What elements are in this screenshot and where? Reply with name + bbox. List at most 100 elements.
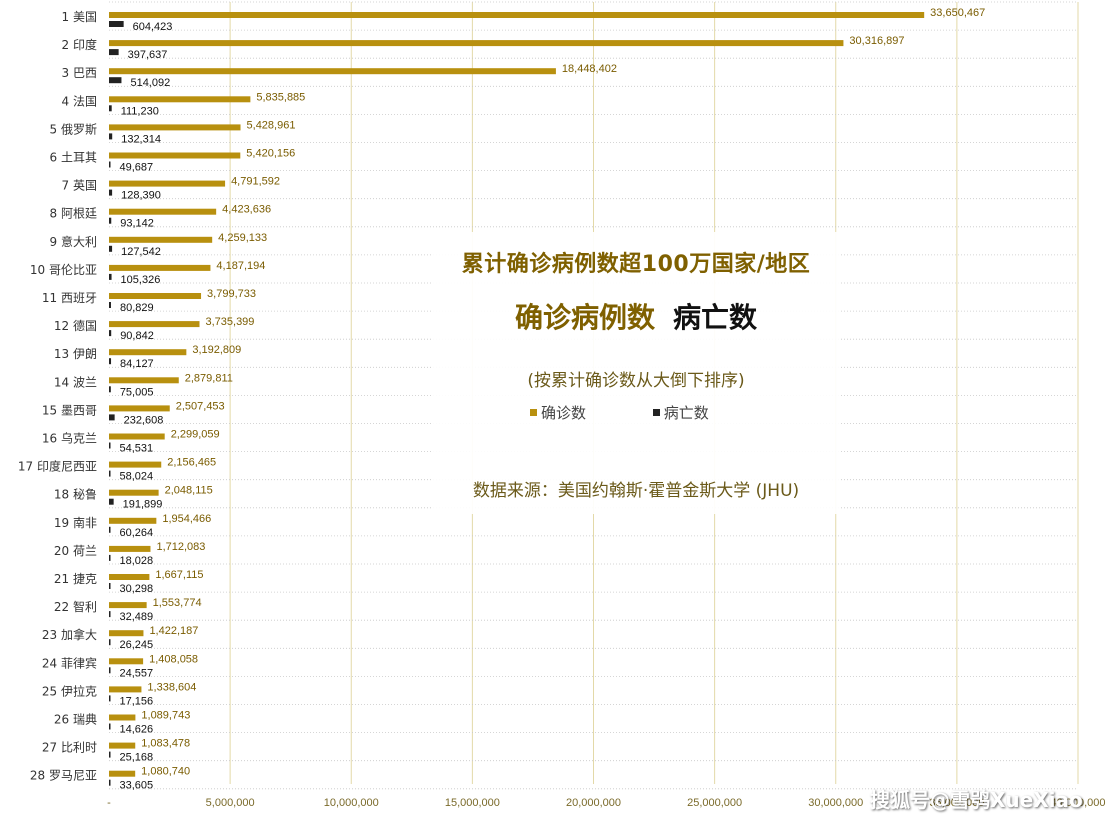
category-label: 9 意大利	[50, 234, 97, 249]
bar-confirmed	[109, 293, 202, 299]
data-label-confirmed: 18,448,402	[562, 63, 617, 75]
bar-confirmed	[109, 208, 217, 215]
legend-item-confirmed: 确诊数	[530, 404, 586, 422]
category-label: 15 墨西哥	[42, 403, 97, 417]
bar-deaths	[109, 667, 111, 674]
legend: 确诊数 病亡数	[530, 402, 771, 423]
bar-deaths	[109, 245, 113, 252]
bar-deaths	[109, 330, 112, 337]
category-label: 19 南非	[54, 515, 97, 530]
bar-confirmed	[109, 124, 241, 131]
data-label-confirmed: 1,712,083	[156, 541, 205, 553]
data-label-deaths: 84,127	[120, 358, 154, 370]
bar-deaths	[109, 414, 115, 421]
category-label: 12 德国	[54, 318, 97, 333]
data-label-deaths: 397,637	[128, 49, 168, 61]
data-label-deaths: 191,899	[123, 499, 163, 511]
category-label: 7 英国	[62, 179, 97, 193]
bar-confirmed	[109, 574, 150, 580]
bar-confirmed	[109, 742, 136, 749]
bar-deaths	[109, 611, 111, 618]
category-label: 17 印度尼西亚	[18, 459, 97, 474]
data-label-confirmed: 5,835,885	[256, 91, 305, 103]
data-label-confirmed: 33,650,467	[930, 7, 985, 19]
data-label-deaths: 75,005	[120, 386, 154, 398]
data-label-confirmed: 1,954,466	[162, 513, 211, 525]
data-label-confirmed: 1,080,740	[141, 766, 190, 778]
bar-deaths	[109, 554, 111, 561]
bar-deaths	[109, 105, 112, 112]
data-label-deaths: 127,542	[121, 246, 161, 258]
x-tick-label: 20,000,000	[566, 797, 621, 809]
category-label: 20 荷兰	[54, 544, 97, 558]
category-label: 16 乌克兰	[42, 431, 97, 446]
data-label-deaths: 25,168	[120, 752, 154, 764]
data-label-deaths: 604,423	[133, 21, 173, 33]
data-label-deaths: 132,314	[121, 133, 161, 145]
category-label: 22 智利	[54, 599, 97, 614]
legend-swatch-confirmed	[530, 409, 537, 416]
bar-deaths	[109, 723, 111, 730]
bar-deaths	[109, 302, 111, 308]
bar-deaths	[109, 133, 113, 140]
data-label-deaths: 26,245	[120, 639, 154, 651]
data-label-confirmed: 2,507,453	[176, 400, 225, 412]
data-label-deaths: 105,326	[121, 274, 161, 286]
subtitle-confirmed: 确诊病例数	[514, 301, 655, 334]
data-label-confirmed: 3,799,733	[207, 288, 256, 300]
category-label: 25 伊拉克	[42, 683, 97, 698]
x-tick-label: 5,000,000	[206, 797, 255, 809]
data-label-confirmed: 5,428,961	[247, 119, 296, 131]
category-label: 14 波兰	[54, 375, 97, 389]
bar-deaths	[109, 77, 122, 84]
bar-confirmed	[109, 264, 211, 271]
data-label-confirmed: 1,338,604	[147, 681, 196, 693]
bar-deaths	[109, 751, 111, 758]
bar-confirmed	[109, 461, 162, 468]
data-label-deaths: 18,028	[120, 555, 154, 567]
data-label-deaths: 14,626	[120, 724, 154, 736]
data-label-confirmed: 30,316,897	[849, 35, 904, 47]
bar-confirmed	[109, 349, 187, 356]
data-label-confirmed: 5,420,156	[246, 148, 295, 160]
data-label-confirmed: 2,048,115	[165, 485, 213, 497]
bar-confirmed	[109, 321, 200, 328]
bar-deaths	[109, 273, 112, 280]
category-label: 21 捷克	[54, 572, 97, 586]
data-label-confirmed: 1,667,115	[155, 569, 203, 581]
category-label: 3 巴西	[62, 66, 97, 80]
data-label-deaths: 128,390	[121, 190, 161, 202]
bar-deaths	[109, 358, 112, 365]
subtitle-deaths: 病亡数	[673, 301, 758, 334]
bar-confirmed	[109, 236, 213, 243]
data-label-confirmed: 4,423,636	[222, 204, 271, 216]
bar-deaths	[109, 386, 111, 393]
x-tick-label: 15,000,000	[445, 797, 500, 809]
data-label-confirmed: 4,187,194	[216, 260, 265, 272]
bar-confirmed	[109, 405, 170, 412]
data-label-confirmed: 3,192,809	[192, 344, 241, 356]
bar-deaths	[109, 217, 112, 224]
data-label-confirmed: 3,735,399	[205, 316, 254, 328]
category-label: 8 阿根廷	[50, 207, 97, 221]
x-tick-label: 35,000,000	[929, 797, 984, 809]
bar-confirmed	[109, 630, 144, 637]
data-label-confirmed: 1,553,774	[153, 597, 202, 609]
legend-swatch-deaths	[652, 409, 660, 416]
legend-label-deaths: 病亡数	[663, 404, 709, 422]
category-label: 4 法国	[62, 94, 97, 108]
chart-title: 累计确诊病例数超100万国家/地区	[461, 252, 811, 277]
data-label-deaths: 58,024	[120, 471, 154, 483]
bar-deaths	[109, 695, 111, 702]
data-label-deaths: 24,557	[120, 667, 154, 679]
category-label: 5 俄罗斯	[50, 122, 97, 136]
bar-deaths	[109, 498, 114, 505]
bar-confirmed	[109, 770, 136, 777]
data-label-deaths: 32,489	[120, 611, 154, 623]
data-label-confirmed: 2,879,811	[185, 372, 233, 384]
bar-deaths	[109, 442, 111, 449]
category-label: 28 罗马尼亚	[30, 769, 97, 783]
data-label-deaths: 93,142	[120, 218, 154, 230]
data-label-confirmed: 1,422,187	[149, 625, 198, 637]
